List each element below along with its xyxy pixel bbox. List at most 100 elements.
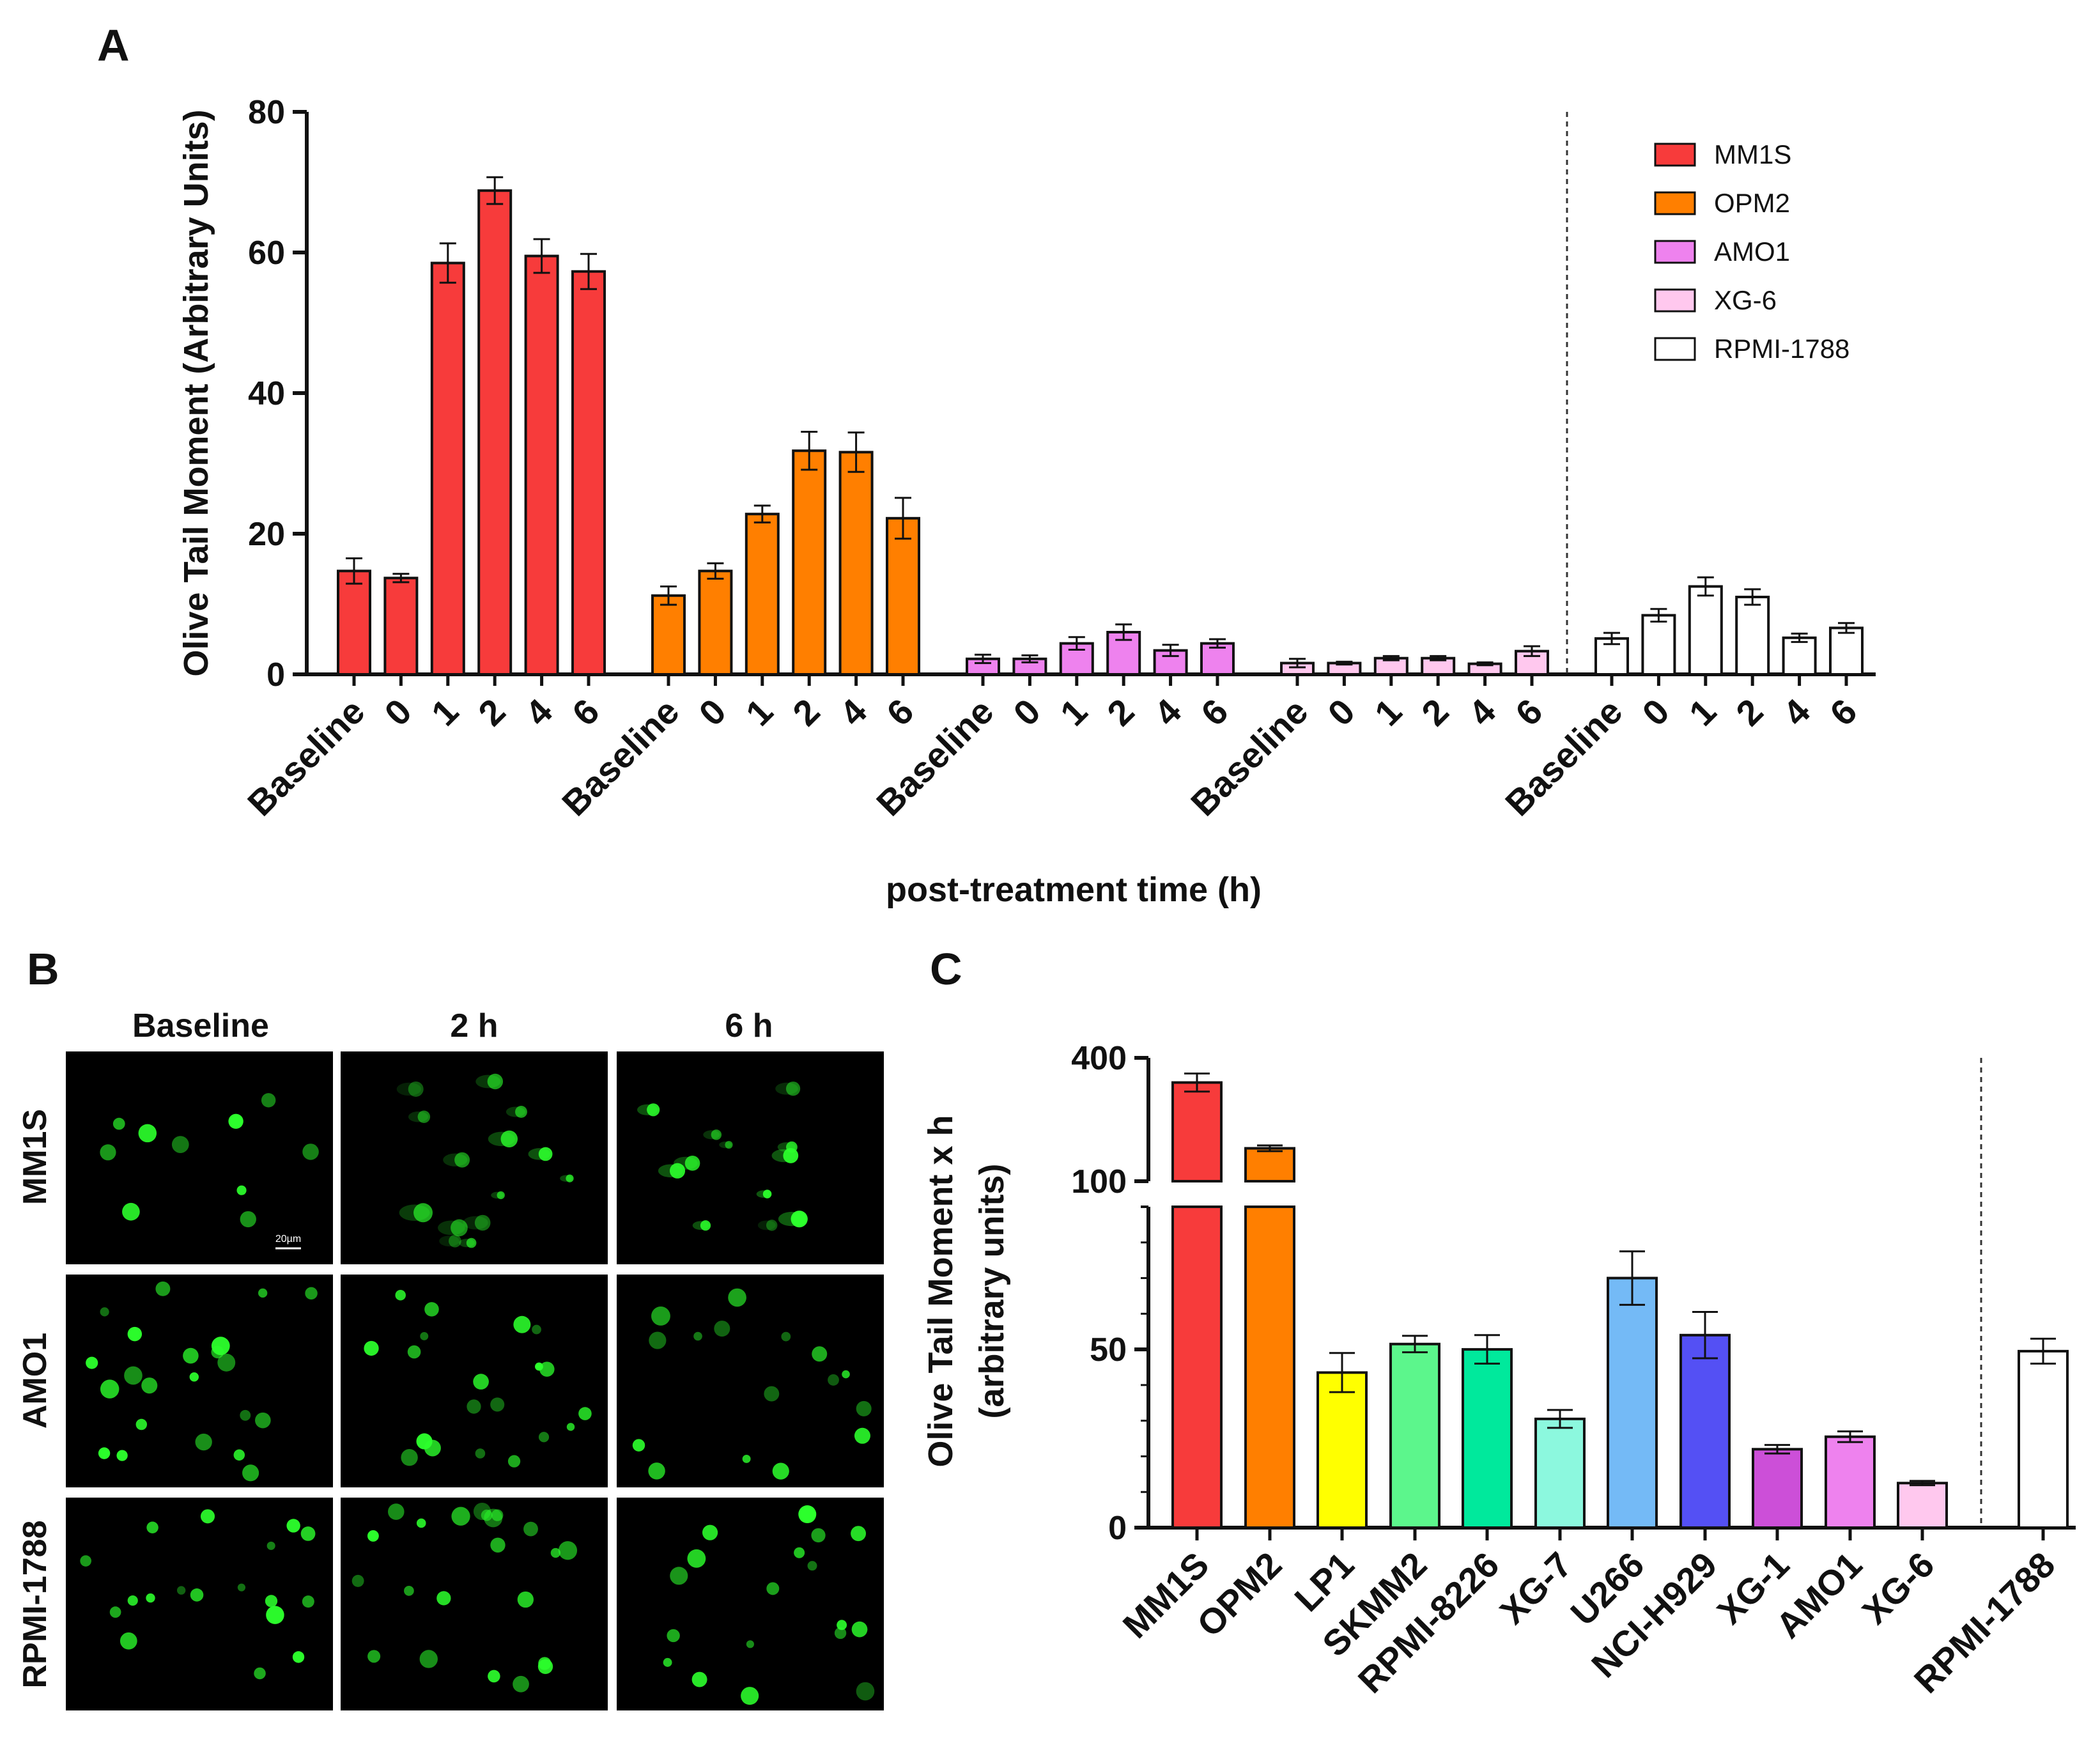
a-category-label: 0 <box>1005 691 1048 734</box>
cell-nucleus <box>538 1432 550 1443</box>
cell-nucleus <box>812 1346 828 1362</box>
cell-nucleus <box>711 1129 722 1140</box>
c-category-label: XG-7 <box>1492 1544 1580 1632</box>
bar-xg-6 <box>1897 1482 1948 1530</box>
a-category-label: 0 <box>1320 691 1363 734</box>
a-category-label: 1 <box>1367 691 1410 734</box>
bar-opm2-0 <box>698 570 733 676</box>
a-y-tick-label: 60 <box>248 235 285 272</box>
comet-tail <box>439 1236 459 1247</box>
cell-nucleus <box>80 1555 91 1567</box>
cell-nucleus <box>473 1374 489 1390</box>
micrograph-background <box>341 1051 608 1264</box>
cell-nucleus <box>500 1130 518 1148</box>
bar-xg-7 <box>1534 1417 1586 1529</box>
c-y-axis-title-line1: Olive Tail Moment x h <box>922 1115 960 1467</box>
axis-break-gap <box>1242 1182 1298 1205</box>
cell-nucleus <box>419 1650 438 1668</box>
a-category-label: 4 <box>518 691 560 734</box>
cell-nucleus <box>766 1220 778 1231</box>
cell-nucleus <box>566 1174 574 1182</box>
cell-nucleus <box>146 1521 158 1533</box>
bar-rpmi-1788-baseline <box>1594 637 1629 676</box>
legend-swatch-opm2 <box>1654 191 1696 215</box>
cell-nucleus <box>487 1073 504 1090</box>
cell-nucleus <box>228 1113 243 1129</box>
cell-nucleus <box>491 1509 504 1521</box>
c-category-label: MM1S <box>1115 1544 1217 1646</box>
cell-nucleus <box>395 1290 406 1301</box>
micrograph-amo1-6-h <box>617 1275 884 1487</box>
micrograph-rpmi-1788-baseline <box>66 1498 333 1710</box>
cell-nucleus <box>648 1462 665 1480</box>
cell-nucleus <box>794 1547 805 1558</box>
panel-label-b: B <box>27 944 59 994</box>
micrograph-mm1s-2-h <box>341 1051 608 1264</box>
cell-nucleus <box>550 1547 561 1558</box>
cell-nucleus <box>449 1234 461 1248</box>
cell-nucleus <box>367 1530 379 1542</box>
a-category-label: 6 <box>1822 691 1865 734</box>
comet-tail <box>775 1082 798 1095</box>
cell-nucleus <box>176 1586 186 1595</box>
cell-nucleus <box>451 1219 468 1237</box>
micrograph-amo1-2-h <box>341 1275 608 1487</box>
cell-nucleus <box>351 1574 364 1587</box>
cell-nucleus <box>537 1659 553 1675</box>
c-y-tick-label: 400 <box>1071 1040 1127 1077</box>
cell-nucleus <box>741 1687 759 1705</box>
bar-mm1s-baseline <box>337 570 371 676</box>
cell-nucleus <box>116 1450 128 1461</box>
a-x-axis-title: post-treatment time (h) <box>886 871 1262 909</box>
cell-nucleus <box>451 1507 470 1526</box>
cell-nucleus <box>807 1561 817 1571</box>
axis-break-gap <box>1169 1182 1225 1205</box>
micrograph-row-header: RPMI-1788 <box>17 1521 54 1689</box>
cell-nucleus <box>535 1362 543 1371</box>
bar-opm2-1 <box>745 513 780 676</box>
cell-nucleus <box>401 1449 418 1466</box>
bar-opm2-baseline <box>651 594 686 676</box>
cell-nucleus <box>195 1433 212 1451</box>
cell-nucleus <box>124 1366 143 1385</box>
cell-nucleus <box>762 1190 772 1198</box>
bar-mm1s-6 <box>571 270 606 676</box>
a-category-label: 6 <box>564 691 607 734</box>
cell-nucleus <box>781 1331 791 1342</box>
cell-nucleus <box>691 1671 707 1687</box>
a-category-label: 2 <box>1414 691 1456 734</box>
c-category-label: XG-6 <box>1855 1544 1942 1632</box>
bar-u266 <box>1607 1276 1658 1529</box>
cell-nucleus <box>127 1595 138 1606</box>
cell-nucleus <box>558 1541 578 1560</box>
cell-nucleus <box>240 1409 251 1421</box>
a-category-label: 4 <box>1775 691 1818 734</box>
legend-swatch-xg-6 <box>1654 288 1696 313</box>
c-y-tick-label: 100 <box>1071 1163 1127 1200</box>
cell-nucleus <box>424 1302 439 1317</box>
cell-nucleus <box>217 1353 236 1372</box>
cell-nucleus <box>481 1509 493 1521</box>
cell-nucleus <box>851 1526 867 1542</box>
cell-nucleus <box>292 1651 305 1663</box>
legend-label-xg-6: XG-6 <box>1714 285 1777 315</box>
cell-nucleus <box>237 1583 246 1592</box>
cell-nucleus <box>517 1591 534 1608</box>
legend-swatch-rpmi-1788 <box>1654 337 1696 361</box>
comet-tail <box>396 1082 422 1096</box>
legend-label-mm1s: MM1S <box>1714 139 1791 169</box>
micrograph-background <box>617 1498 884 1710</box>
a-category-label: 0 <box>376 691 419 734</box>
a-category-label: 0 <box>1634 691 1677 734</box>
a-category-label: 4 <box>1147 691 1189 734</box>
cell-nucleus <box>647 1103 660 1117</box>
bar-opm2-4 <box>838 451 874 676</box>
bar-rpmi-1788-4 <box>1782 636 1817 676</box>
cell-nucleus <box>523 1521 538 1537</box>
cell-nucleus <box>261 1093 276 1108</box>
cell-nucleus <box>507 1455 521 1468</box>
c-y-axis-title-line2: (arbitrary units) <box>973 1163 1011 1418</box>
c-y-tick-label: 50 <box>1090 1331 1127 1368</box>
cell-nucleus <box>700 1220 711 1231</box>
a-category-label: 2 <box>785 691 828 734</box>
